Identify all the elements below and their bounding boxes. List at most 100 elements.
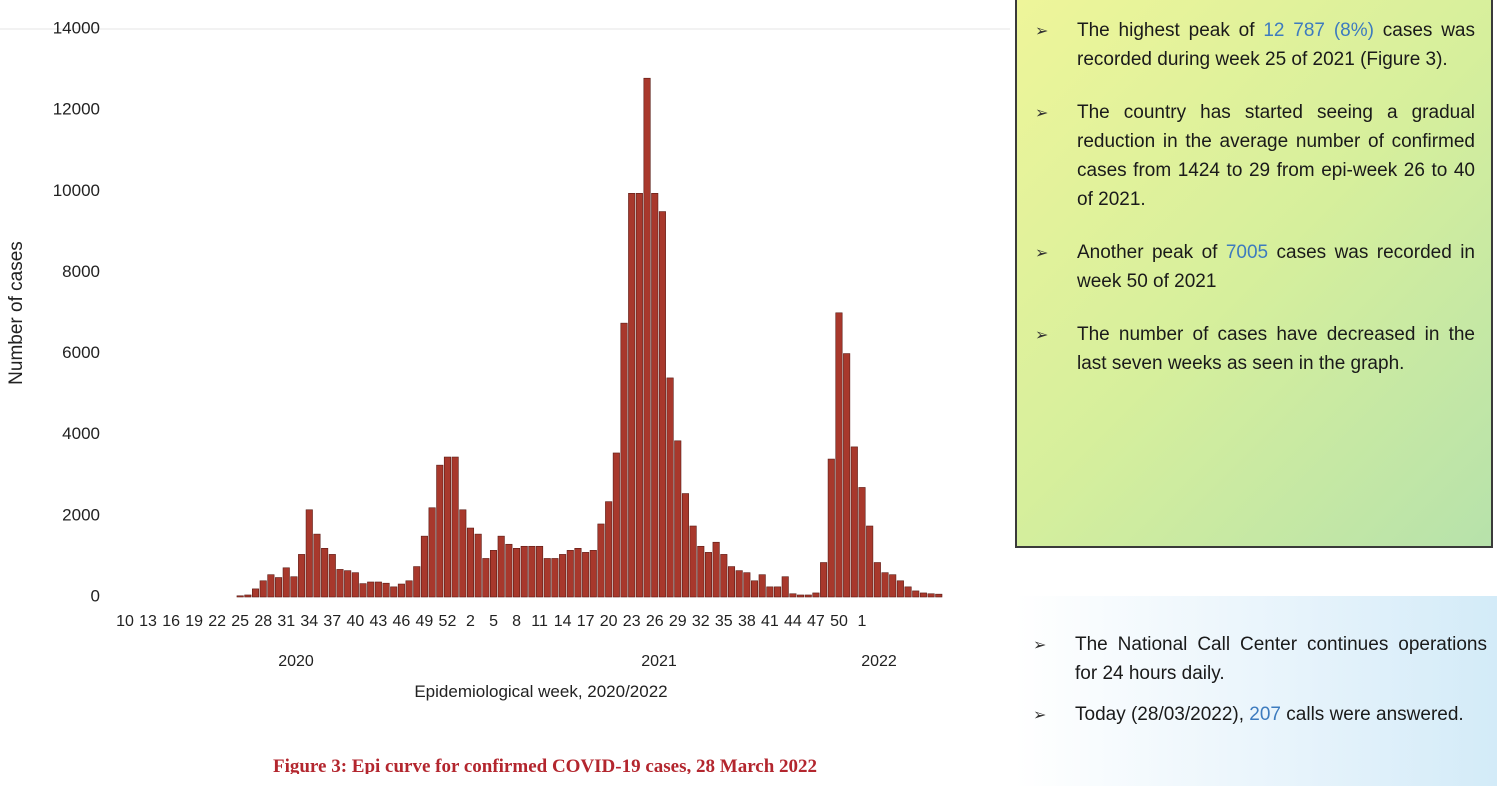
bar xyxy=(359,583,367,598)
x-tick-label: 17 xyxy=(577,613,595,630)
bar xyxy=(382,582,390,598)
bar xyxy=(252,588,260,598)
bar xyxy=(720,554,728,598)
bar xyxy=(766,586,774,598)
bar xyxy=(374,581,382,598)
y-tick-label: 2000 xyxy=(62,505,100,524)
year-label: 2021 xyxy=(641,653,677,670)
bar xyxy=(267,574,275,598)
bar xyxy=(244,594,252,598)
x-tick-label: 41 xyxy=(761,613,779,630)
bar xyxy=(482,558,490,598)
bar xyxy=(336,569,344,598)
bar xyxy=(912,590,920,598)
bullet-text: The country has started seeing a gradual… xyxy=(1077,102,1475,210)
y-tick-label: 8000 xyxy=(62,262,100,281)
bar xyxy=(774,586,782,598)
x-tick-label: 26 xyxy=(646,613,664,630)
x-tick-label: 20 xyxy=(600,613,618,630)
bullet-text: cases was recorded during week 25 of 202… xyxy=(1077,20,1475,70)
x-tick-label: 13 xyxy=(139,613,157,630)
bar xyxy=(681,493,689,598)
year-label: 2022 xyxy=(861,653,897,670)
x-tick-label: 52 xyxy=(439,613,457,630)
bar xyxy=(597,523,605,598)
bar xyxy=(582,552,590,598)
bar xyxy=(236,595,244,598)
bar xyxy=(420,535,428,598)
bar xyxy=(674,440,682,598)
bar xyxy=(259,580,267,598)
highlight-text: 207 xyxy=(1249,704,1281,725)
bar xyxy=(451,456,459,598)
bar xyxy=(797,594,805,598)
bar xyxy=(574,548,582,598)
bar xyxy=(643,77,651,598)
x-tick-label: 19 xyxy=(185,613,203,630)
bar xyxy=(328,554,336,598)
bar xyxy=(566,550,574,598)
bar xyxy=(436,464,444,598)
bar xyxy=(881,572,889,598)
y-tick-label: 0 xyxy=(91,586,100,605)
bar xyxy=(305,509,313,598)
x-tick-label: 37 xyxy=(323,613,341,630)
bar xyxy=(367,581,375,598)
bar xyxy=(712,541,720,598)
bar xyxy=(528,545,536,598)
x-tick-label: 44 xyxy=(784,613,802,630)
bar xyxy=(935,593,943,598)
bar xyxy=(704,552,712,598)
bar xyxy=(612,452,620,598)
x-tick-label: 50 xyxy=(830,613,848,630)
bar xyxy=(589,550,597,598)
bullet-text: The number of cases have decreased in th… xyxy=(1077,324,1475,374)
y-tick-label: 14000 xyxy=(53,18,100,37)
x-tick-label: 38 xyxy=(738,613,756,630)
bar xyxy=(735,570,743,598)
x-tick-label: 46 xyxy=(392,613,410,630)
bar xyxy=(351,572,359,598)
call-center-panel: The National Call Center continues opera… xyxy=(1015,596,1497,786)
bar xyxy=(889,574,897,598)
x-tick-label: 35 xyxy=(715,613,733,630)
bar xyxy=(275,577,283,598)
bar xyxy=(397,583,405,598)
bullet-text: calls were answered. xyxy=(1281,704,1464,725)
bar xyxy=(489,550,498,598)
bar xyxy=(628,193,636,598)
bar xyxy=(812,592,820,598)
y-tick-label: 10000 xyxy=(53,181,100,200)
bullet: The highest peak of 12 787 (8%) cases wa… xyxy=(1033,16,1475,74)
x-tick-label: 8 xyxy=(512,613,521,630)
x-tick-label: 1 xyxy=(858,613,867,630)
bar xyxy=(390,586,398,598)
bullet-text: Today (28/03/2022), xyxy=(1075,704,1250,725)
x-axis-title: Epidemiological week, 2020/2022 xyxy=(414,682,667,701)
bar xyxy=(789,593,797,598)
bar xyxy=(850,446,858,598)
x-tick-label: 10 xyxy=(116,613,134,630)
bar xyxy=(413,566,421,598)
x-tick-label: 31 xyxy=(277,613,295,630)
bar xyxy=(344,570,352,598)
x-tick-label: 16 xyxy=(162,613,180,630)
bar xyxy=(405,580,413,598)
highlight-text: 7005 xyxy=(1225,242,1269,263)
bullet: The number of cases have decreased in th… xyxy=(1033,320,1475,378)
bar xyxy=(781,576,789,598)
bullet: The National Call Center continues opera… xyxy=(1031,630,1487,688)
bar xyxy=(559,554,567,598)
x-tick-label: 40 xyxy=(346,613,364,630)
bar xyxy=(321,548,329,598)
x-tick-label: 32 xyxy=(692,613,710,630)
bar xyxy=(428,507,436,598)
x-tick-label: 34 xyxy=(300,613,318,630)
bar xyxy=(620,322,628,598)
x-tick-label: 49 xyxy=(416,613,434,630)
bar xyxy=(873,562,881,598)
bar xyxy=(927,593,935,598)
bullet-text: The highest peak of xyxy=(1077,20,1264,41)
bullet: Today (28/03/2022), 207 calls were answe… xyxy=(1031,700,1487,729)
